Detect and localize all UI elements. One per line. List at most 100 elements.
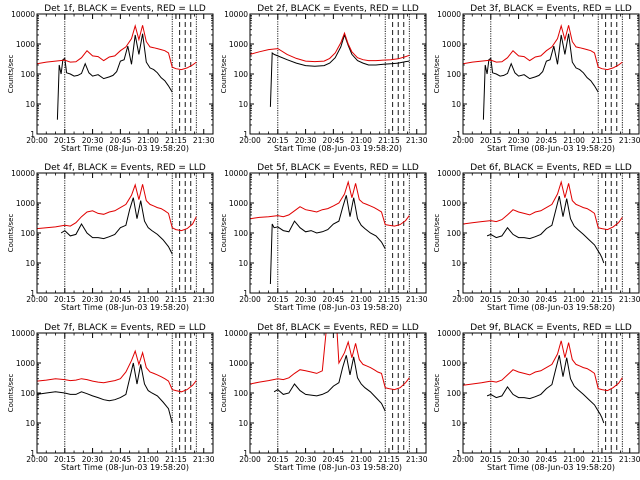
y-tick-label: 100 — [447, 70, 462, 79]
y-axis-label: Counts/sec — [433, 214, 441, 253]
y-tick-label: 10 — [238, 100, 248, 109]
x-tick-label: 20:15 — [267, 455, 289, 464]
chart-panel-6: Det 6f, BLACK = Events, RED = LLD 1 10 100 1… — [433, 163, 640, 312]
y-tick-label: 10000 — [11, 329, 35, 338]
y-tick-label: 1 — [243, 449, 248, 458]
x-tick-label: 20:30 — [82, 136, 104, 145]
y-tick-label: 10000 — [224, 329, 248, 338]
series-line-lld — [462, 24, 623, 71]
x-tick-label: 21:30 — [406, 136, 428, 145]
y-tick-label: 10 — [451, 259, 461, 268]
y-tick-label: 1000 — [442, 199, 461, 208]
chart-panel-2: Det 2f, BLACK = Events, RED = LLD 1 10 100 1… — [220, 4, 428, 153]
x-axis-label: Start Time (08-Jun-03 19:58:20) — [61, 303, 189, 312]
chart-panel-7: Det 7f, BLACK = Events, RED = LLD 1 10 100 1… — [7, 323, 215, 472]
series-line-events — [486, 355, 605, 424]
plot-frame — [249, 13, 427, 135]
x-tick-label: 21:30 — [193, 136, 215, 145]
x-tick-label: 21:30 — [406, 295, 428, 304]
chart-panel-3: Det 3f, BLACK = Events, RED = LLD 1 10 100 1… — [433, 4, 640, 153]
y-axis-label: Counts/sec — [7, 55, 15, 94]
y-tick-label: 1000 — [229, 199, 248, 208]
x-tick-label: 20:30 — [82, 455, 104, 464]
y-axis-label: Counts/sec — [220, 55, 228, 94]
x-tick-label: 21:00 — [563, 295, 585, 304]
y-tick-label: 10 — [25, 259, 35, 268]
x-tick-label: 21:30 — [619, 295, 640, 304]
panel-title: Det 8f, BLACK = Events, RED = LLD — [257, 323, 419, 333]
x-tick-label: 21:15 — [378, 136, 400, 145]
x-tick-label: 20:30 — [508, 295, 530, 304]
y-tick-label: 10 — [238, 419, 248, 428]
y-axis-label: Counts/sec — [433, 374, 441, 413]
y-axis-label: Counts/sec — [7, 214, 15, 253]
x-tick-label: 20:00 — [26, 455, 48, 464]
series-line-lld — [462, 180, 623, 231]
series-line-events — [60, 197, 173, 255]
x-axis-label: Start Time (08-Jun-03 19:58:20) — [487, 144, 615, 153]
y-tick-label: 100 — [234, 389, 249, 398]
panel-title: Det 4f, BLACK = Events, RED = LLD — [44, 163, 206, 173]
x-tick-label: 20:45 — [323, 136, 345, 145]
x-tick-label: 20:00 — [239, 455, 261, 464]
panel-title: Det 7f, BLACK = Events, RED = LLD — [44, 323, 206, 333]
x-tick-label: 20:15 — [480, 295, 502, 304]
x-tick-label: 21:15 — [378, 455, 400, 464]
x-tick-label: 21:15 — [165, 455, 187, 464]
x-tick-label: 20:15 — [480, 136, 502, 145]
y-tick-label: 10 — [451, 100, 461, 109]
y-axis-label: Counts/sec — [433, 55, 441, 94]
y-axis-label: Counts/sec — [7, 374, 15, 413]
chart-panel-8: Det 8f, BLACK = Events, RED = LLD 1 10 100 1… — [220, 323, 428, 472]
x-tick-label: 20:15 — [54, 455, 76, 464]
x-tick-label: 20:30 — [508, 455, 530, 464]
x-axis-label: Start Time (08-Jun-03 19:58:20) — [487, 463, 615, 472]
x-tick-label: 21:00 — [350, 455, 372, 464]
y-tick-label: 1000 — [16, 40, 35, 49]
panel-title: Det 1f, BLACK = Events, RED = LLD — [44, 4, 206, 14]
x-tick-label: 20:00 — [452, 295, 474, 304]
x-tick-label: 20:00 — [26, 136, 48, 145]
x-tick-label: 21:15 — [378, 295, 400, 304]
y-tick-label: 100 — [21, 389, 36, 398]
y-tick-label: 1 — [456, 130, 461, 139]
x-tick-label: 21:00 — [350, 295, 372, 304]
y-tick-label: 1 — [243, 289, 248, 298]
series-line-lld — [36, 349, 197, 393]
series-line-lld — [249, 332, 410, 391]
x-tick-label: 21:30 — [193, 455, 215, 464]
plot-frame — [462, 332, 640, 454]
y-tick-label: 1 — [456, 289, 461, 298]
plot-frame — [462, 172, 640, 294]
x-tick-label: 20:00 — [239, 136, 261, 145]
series-line-events — [56, 33, 173, 120]
x-tick-label: 20:45 — [536, 295, 558, 304]
x-tick-label: 21:30 — [193, 295, 215, 304]
series-line-events — [273, 355, 386, 412]
x-tick-label: 20:00 — [26, 295, 48, 304]
panel-title: Det 6f, BLACK = Events, RED = LLD — [470, 163, 632, 173]
chart-panel-4: Det 4f, BLACK = Events, RED = LLD 1 10 100 1… — [7, 163, 215, 312]
plot-frame — [36, 13, 214, 135]
y-tick-label: 1000 — [442, 40, 461, 49]
y-tick-label: 1 — [30, 130, 35, 139]
y-tick-label: 1 — [30, 449, 35, 458]
plot-frame — [249, 172, 427, 294]
x-tick-label: 20:30 — [508, 136, 530, 145]
y-tick-label: 10000 — [437, 169, 461, 178]
x-tick-label: 20:45 — [536, 136, 558, 145]
x-tick-label: 21:00 — [137, 455, 159, 464]
x-tick-label: 20:45 — [323, 455, 345, 464]
panel-title: Det 2f, BLACK = Events, RED = LLD — [257, 4, 419, 14]
y-tick-label: 10000 — [11, 10, 35, 19]
plot-frame — [462, 13, 640, 135]
y-tick-label: 1000 — [229, 359, 248, 368]
y-tick-label: 100 — [234, 229, 249, 238]
x-tick-label: 21:30 — [406, 455, 428, 464]
plot-frame — [36, 172, 214, 294]
chart-panel-5: Det 5f, BLACK = Events, RED = LLD 1 10 100 1… — [220, 163, 428, 312]
y-tick-label: 10000 — [224, 169, 248, 178]
x-tick-label: 21:15 — [591, 136, 613, 145]
chart-panel-9: Det 9f, BLACK = Events, RED = LLD 1 10 100 1… — [433, 323, 640, 472]
x-axis-label: Start Time (08-Jun-03 19:58:20) — [274, 144, 402, 153]
